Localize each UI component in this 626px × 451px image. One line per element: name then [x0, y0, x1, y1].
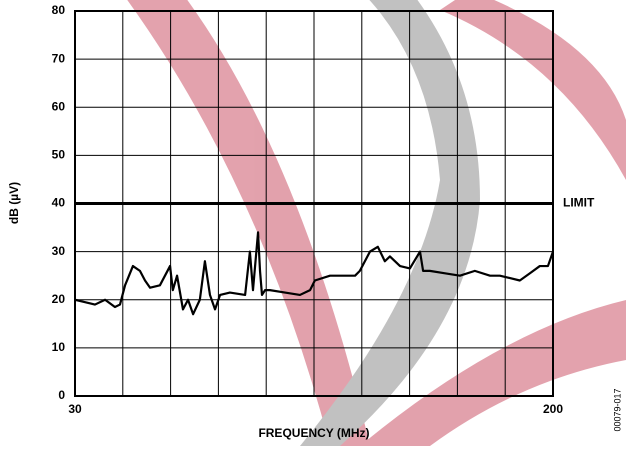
x-axis-title: FREQUENCY (MHz)	[258, 426, 369, 440]
y-tick-label: 60	[52, 99, 66, 113]
watermark	[127, 0, 626, 446]
y-tick-label: 10	[52, 340, 66, 354]
y-tick-label: 70	[52, 51, 66, 65]
y-tick-label: 40	[52, 196, 66, 210]
y-tick-label: 20	[52, 292, 66, 306]
series-label: LIMIT	[563, 196, 595, 210]
x-tick-label: 200	[543, 402, 563, 416]
figure-code: 00079-017	[612, 388, 622, 431]
data-line	[74, 231, 555, 316]
y-tick-label: 30	[52, 244, 66, 258]
y-tick-label: 50	[52, 148, 66, 162]
y-tick-label: 0	[58, 388, 65, 402]
y-tick-label: 80	[52, 3, 66, 17]
y-axis-title: dB (µV)	[7, 182, 21, 224]
x-tick-label: 30	[68, 402, 82, 416]
